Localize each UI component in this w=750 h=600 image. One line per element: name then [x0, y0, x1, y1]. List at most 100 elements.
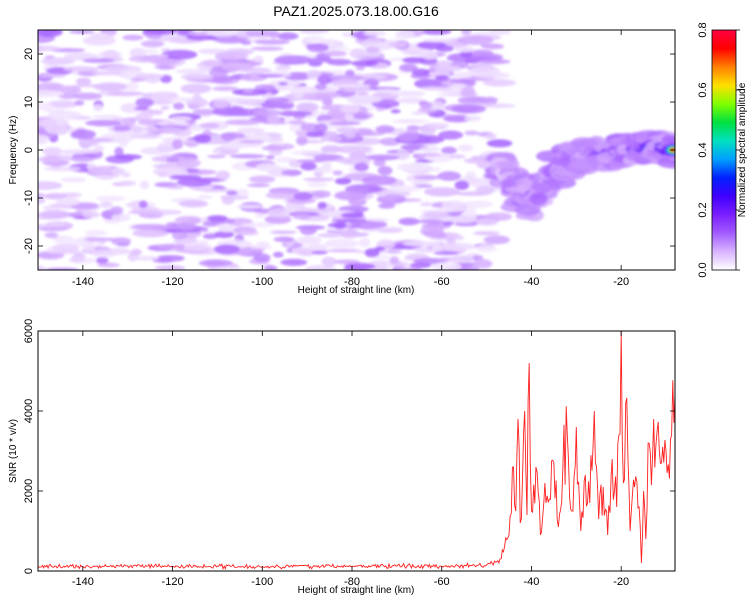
heatmap-cell — [128, 55, 161, 63]
heatmap-cell — [307, 44, 329, 53]
heatmap-cell — [460, 86, 476, 96]
heatmap-cell — [236, 188, 249, 198]
heatmap-cell — [296, 159, 325, 163]
heatmap-cell — [397, 119, 424, 123]
heatmap-cell — [414, 184, 433, 188]
heatmap-cell — [452, 82, 466, 90]
heatmap-cell — [375, 125, 395, 134]
heatmap-cell — [38, 156, 63, 163]
heatmap-cell — [73, 92, 103, 100]
heatmap-cell — [149, 127, 186, 134]
heatmap-cell — [226, 108, 259, 117]
heatmap-cell — [237, 127, 265, 135]
heatmap-cell — [252, 109, 282, 116]
heatmap-cell — [384, 250, 402, 254]
heatmap-cell — [143, 30, 179, 36]
heatmap-cell — [197, 195, 214, 200]
heatmap-cell — [477, 59, 511, 65]
heatmap-cell — [449, 154, 466, 159]
heatmap-cell — [344, 262, 376, 270]
heatmap-cell — [70, 255, 85, 263]
heatmap-cell — [142, 92, 170, 100]
heatmap-cell — [272, 251, 284, 258]
heatmap-cell — [81, 243, 96, 253]
heatmap-cell — [38, 89, 64, 98]
snr-y-axis-label: SNR (10 * v/v) — [8, 419, 19, 483]
heatmap-cell — [328, 121, 361, 126]
heatmap-cell — [40, 209, 71, 220]
heatmap-cell — [206, 30, 239, 37]
heatmap-cell — [139, 119, 162, 124]
heatmap-cell — [277, 110, 313, 117]
heatmap-cell — [473, 259, 493, 269]
heatmap-cell — [166, 156, 180, 163]
colorbar-tick-label: 0.6 — [697, 82, 709, 97]
heatmap-cell — [333, 222, 347, 230]
heatmap-cell — [413, 175, 448, 180]
heatmap-cell — [193, 133, 212, 144]
heatmap-cell — [374, 246, 386, 252]
heatmap-cell — [294, 236, 322, 245]
heatmap-cell — [61, 177, 87, 183]
heatmap-cell — [419, 86, 453, 91]
heatmap-cell — [57, 86, 81, 91]
heatmap-cell — [306, 57, 335, 63]
heatmap-cell — [435, 74, 449, 81]
heatmap-cell — [296, 136, 308, 146]
heatmap-cell — [383, 194, 399, 200]
heatmap-cell — [139, 180, 150, 190]
heatmap-cell — [82, 211, 100, 219]
heatmap-cell — [212, 86, 239, 92]
heatmap-cell — [161, 49, 198, 60]
heatmap-cell — [38, 197, 46, 204]
heatmap-cell — [397, 132, 419, 142]
snr-x-ticks: -140 -120 -100 -80 -60 -40 -20 — [72, 331, 629, 588]
heatmap-cell — [122, 117, 136, 127]
heatmap-cell — [409, 262, 432, 269]
colorbar-tick-label: 0.8 — [697, 22, 709, 37]
heatmap-cell — [274, 55, 312, 65]
heatmap-cell — [475, 244, 497, 253]
heatmap-cell — [277, 32, 299, 40]
heatmap-cell — [365, 154, 400, 161]
heatmap-cell — [138, 200, 148, 209]
heatmap-cell — [402, 241, 441, 247]
heatmap-cell — [247, 183, 271, 188]
heatmap-cell — [361, 175, 397, 186]
heatmap-cell — [215, 170, 230, 181]
heatmap-cell — [38, 193, 46, 198]
heatmap-cell — [44, 232, 59, 239]
heatmap-cell — [157, 54, 169, 58]
heatmap-cell — [202, 221, 219, 227]
heatmap-cell — [70, 129, 96, 140]
heatmap-cell — [311, 250, 328, 255]
heatmap-cell — [428, 167, 442, 172]
heatmap-cell — [317, 233, 344, 238]
heatmap-cell — [303, 35, 325, 43]
heatmap-cell — [160, 105, 170, 110]
heatmap-cell — [280, 258, 308, 266]
x-tick-label: -40 — [523, 276, 539, 288]
heatmap-cell — [419, 101, 433, 109]
heatmap-cell — [198, 259, 233, 267]
heatmap-cell — [311, 190, 331, 198]
heatmap-cell — [42, 146, 63, 156]
heatmap-cell — [458, 144, 474, 152]
heatmap-cell — [170, 116, 192, 122]
heatmap-cell — [135, 97, 154, 108]
heatmap-cell — [152, 36, 189, 42]
heatmap-cell — [317, 74, 333, 85]
heatmap-cell — [483, 96, 498, 106]
heatmap-cell — [324, 50, 348, 57]
heatmap-cell — [454, 235, 465, 241]
heatmap-cell — [359, 237, 371, 248]
heatmap-cell — [332, 170, 343, 176]
heatmap-cell — [84, 237, 120, 242]
heatmap-cell — [388, 41, 408, 48]
heatmap-cell — [261, 145, 287, 151]
heatmap-cell — [439, 242, 477, 251]
heatmap-cell — [451, 104, 487, 114]
heatmap-cell — [431, 261, 462, 270]
x-tick-label: -140 — [72, 276, 94, 288]
